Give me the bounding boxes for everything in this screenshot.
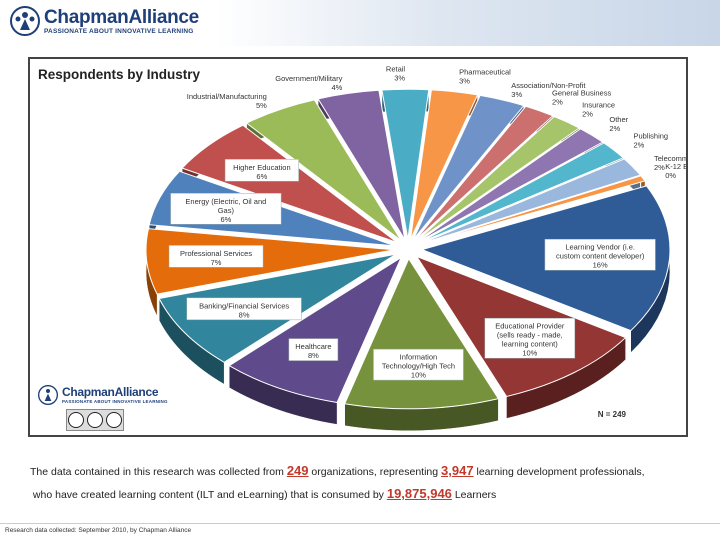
brand-tagline: PASSIONATE ABOUT INNOVATIVE LEARNING [44, 27, 194, 35]
pie-slice [245, 99, 402, 241]
slice-label: Information Technology/High Tech 10% [382, 353, 455, 380]
slice-label: Professional Services 7% [180, 249, 252, 267]
slice-label: Banking/Financial Services 8% [199, 301, 289, 319]
slice-label: K-12 Education0% [665, 162, 686, 180]
slice-label: General Business 2% [552, 88, 611, 106]
slice-label: Retail 3% [386, 65, 406, 83]
slice-label-box [373, 348, 464, 381]
pie-slice [228, 256, 403, 404]
slice-label: Association/Non-Profit 3% [511, 81, 586, 99]
brand-name: ChapmanAlliance [44, 6, 199, 28]
slice-label: Publishing 2% [633, 131, 668, 149]
slice-label: Telecommunications2% [654, 154, 686, 172]
slice-label: Learning Vendor (i.e. custom content deve… [556, 243, 645, 270]
pie-slice [416, 115, 581, 242]
slice-label: Energy (Electric, Oil and Gas) 6% [185, 197, 266, 224]
caption-part3: learning development professionals, [473, 466, 645, 478]
people-logo-icon [10, 6, 40, 36]
sample-size-label: N = 249 [597, 410, 626, 419]
pie-slice [420, 175, 646, 246]
nc-icon [105, 412, 122, 428]
slice-label: Industrial/Manufacturing 5% [187, 92, 267, 110]
professional-count: 3,947 [441, 463, 474, 478]
pie-slice [417, 128, 604, 243]
chart-title: Respondents by Industry [38, 67, 201, 82]
slice-label-box [288, 338, 339, 361]
slice-label: Healthcare 8% [295, 342, 331, 360]
caption-part2: organizations, representing [308, 466, 442, 478]
caption-part5: Learners [451, 489, 497, 501]
pie-slice [317, 89, 406, 240]
caption-part1: The data contained in this research was … [30, 466, 287, 478]
inner-brand-tagline: PASSIONATE ABOUT INNOVATIVE LEARNING [62, 399, 168, 404]
people-logo-icon [38, 385, 58, 405]
pie-slice [381, 88, 430, 240]
pie-slice [414, 105, 554, 241]
inner-brand-logo: ChapmanAlliance PASSIONATE ABOUT INNOVAT… [38, 385, 168, 405]
caption-text: The data contained in this research was … [30, 460, 700, 506]
creative-commons-badge [66, 409, 124, 431]
slice-label: Pharmaceutical 3% [459, 67, 511, 85]
by-icon [86, 412, 103, 428]
caption-part4: who have created learning content (ILT a… [32, 489, 387, 501]
inner-brand-name: ChapmanAlliance [62, 385, 159, 399]
pie-slice [145, 228, 395, 295]
slice-label-box [168, 245, 264, 268]
footer-divider [0, 523, 720, 524]
org-count: 249 [286, 463, 309, 478]
pie-slice [181, 124, 398, 244]
pie-chart: Retail 3% Pharmaceutical 3% Association/Non-… [145, 65, 686, 432]
slice-label: Insurance 2% [582, 101, 615, 119]
pie-slice [412, 94, 525, 241]
slice-label-box [484, 317, 576, 359]
slice-label-box [544, 238, 656, 271]
cc-icon [68, 412, 85, 428]
pie-slice [418, 142, 625, 244]
slice-label-box [224, 159, 299, 182]
pie-slice [409, 89, 479, 240]
footer-note: Research data collected: September 2010,… [5, 527, 192, 534]
slice-label: Government/Military 4% [275, 74, 342, 92]
slice-label: Higher Education 6% [233, 163, 291, 181]
slice-label: Educational Provider (sells ready - made,… [495, 322, 565, 358]
pie-slice [419, 158, 642, 245]
slice-label-box [170, 193, 282, 225]
learner-count: 19,875,946 [386, 486, 452, 501]
slice-label: Other 2% [609, 115, 628, 133]
header-bar: ChapmanAlliance PASSIONATE ABOUT INNOVAT… [0, 0, 720, 46]
chart-frame: Retail 3% Pharmaceutical 3% Association/Non-… [28, 57, 688, 437]
brand-logo[interactable]: ChapmanAlliance PASSIONATE ABOUT INNOVAT… [10, 6, 199, 36]
slice-label-box [186, 297, 302, 321]
